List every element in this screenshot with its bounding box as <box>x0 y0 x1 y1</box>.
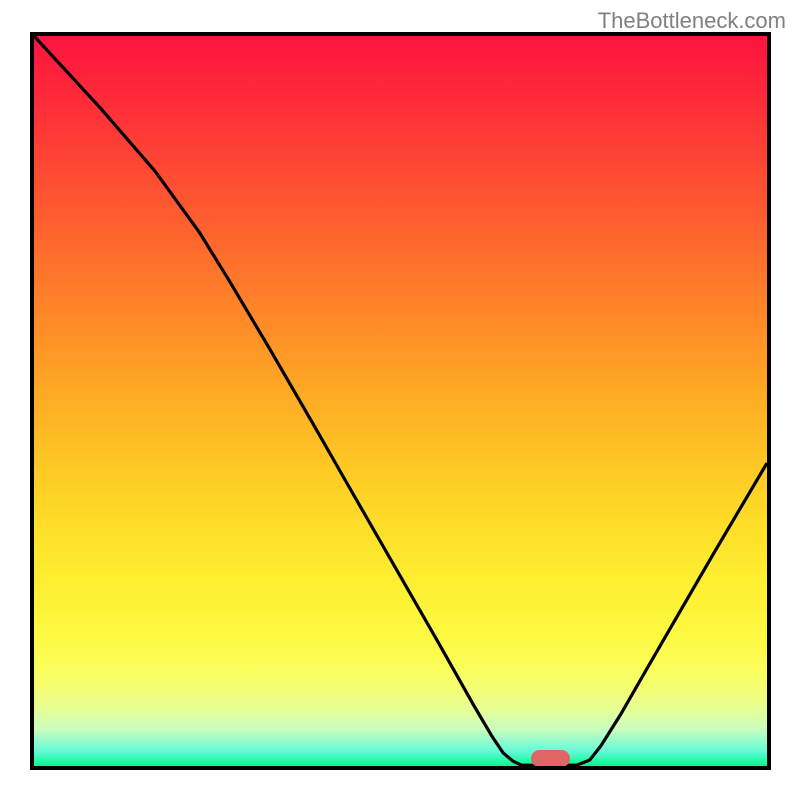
curve-line <box>34 36 767 766</box>
plot-border-left <box>30 32 34 770</box>
chart-container: { "watermark": { "text": "TheBottleneck.… <box>0 0 800 800</box>
plot-border-right <box>767 32 771 770</box>
watermark-text: TheBottleneck.com <box>598 8 786 34</box>
plot-area <box>34 36 767 766</box>
plot-border-top <box>30 32 771 36</box>
plot-border-bottom <box>30 766 771 770</box>
highlight-marker <box>531 750 570 767</box>
